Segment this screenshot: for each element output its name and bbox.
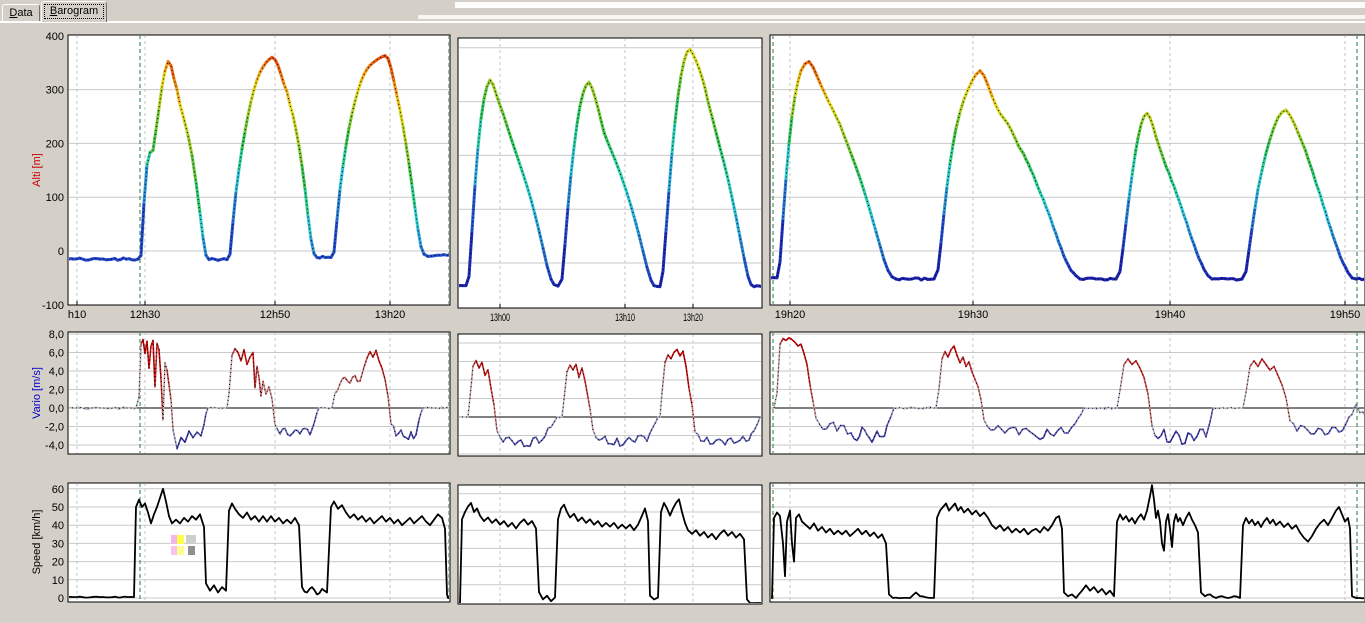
time-tick-label: h10 (68, 309, 86, 321)
vario-ytick-label: 6,0 (49, 348, 64, 360)
speed-panel-s2[interactable] (458, 485, 762, 604)
speed-ytick-label: 10 (52, 575, 64, 587)
alti-ytick-label: 100 (46, 192, 64, 204)
vario-ytick-label: -4,0 (45, 440, 64, 452)
speed-panel-s1[interactable] (68, 483, 450, 602)
alti-ytick-label: -100 (42, 300, 64, 312)
vario-panel-s1[interactable] (68, 332, 450, 454)
speed-panel-s3[interactable] (770, 483, 1365, 602)
vario-ytick-label: 0,0 (49, 403, 64, 415)
time-tick-label: 13h20 (375, 309, 406, 321)
alti-panel-s2[interactable] (458, 38, 762, 308)
time-tick-label: 13h20 (683, 312, 703, 324)
vario-section-s2 (458, 334, 762, 456)
speed-ytick-label: 60 (52, 484, 64, 496)
speed-section-s3 (770, 483, 1365, 602)
speed-ytick-label: 40 (52, 520, 64, 532)
app-window: Data Barogram h1012h3012h5013h2013h0013h… (0, 0, 1365, 623)
time-tick-label: 19h20 (775, 309, 806, 321)
time-tick-label: 19h30 (958, 309, 989, 321)
alti-section-s3: 19h20 19h30 19h40 19h50 (770, 35, 1365, 321)
vario-ytick-label: 2,0 (49, 385, 64, 397)
vario-section-s3 (770, 332, 1365, 454)
alti-axis-labels: 400 300 200 100 0 -100 Alti [m] (31, 31, 64, 312)
vario-axis-labels: 8,0 6,0 4,0 2,0 0,0 -2,0 -4,0 Vario [m/s] (31, 329, 64, 452)
time-tick-label: 13h10 (615, 312, 635, 324)
alti-ytick-label: 200 (46, 138, 64, 150)
speed-ytick-label: 0 (58, 593, 64, 605)
alti-ytick-label: 0 (58, 246, 64, 258)
speed-axis-title: Speed [km/h] (31, 510, 43, 575)
speed-axis-labels: 60 50 40 30 20 10 0 Speed [km/h] (31, 484, 64, 605)
speed-ytick-label: 50 (52, 502, 64, 514)
time-tick-label: 12h30 (130, 309, 161, 321)
speed-section-s2 (458, 485, 762, 604)
alti-ytick-label: 400 (46, 31, 64, 43)
speed-section-s1 (68, 483, 450, 602)
time-tick-label: 13h00 (490, 312, 510, 324)
alti-section-s2: 13h00 13h10 13h20 (458, 38, 762, 323)
tab-barogram-label: Barogram (42, 5, 106, 17)
vario-axis-title: Vario [m/s] (31, 367, 43, 419)
time-tick-label: 19h40 (1155, 309, 1186, 321)
alti-ytick-label: 300 (46, 85, 64, 97)
time-tick-label: 19h50 (1330, 309, 1361, 321)
tab-barogram[interactable]: Barogram (41, 1, 107, 22)
alti-axis-title: Alti [m] (31, 153, 43, 187)
vario-ytick-label: 4,0 (49, 366, 64, 378)
speed-ytick-label: 20 (52, 557, 64, 569)
vario-ytick-label: 8,0 (49, 329, 64, 341)
vario-section-s1 (68, 332, 450, 454)
alti-section-s1: h10 12h30 12h50 13h20 (68, 35, 450, 321)
speed-ytick-label: 30 (52, 538, 64, 550)
vario-panel-s2[interactable] (458, 334, 762, 456)
barogram-charts: h1012h3012h5013h2013h0013h1013h2019h2019… (0, 0, 1365, 623)
time-tick-label: 12h50 (260, 309, 291, 321)
vario-ytick-label: -2,0 (45, 422, 64, 434)
